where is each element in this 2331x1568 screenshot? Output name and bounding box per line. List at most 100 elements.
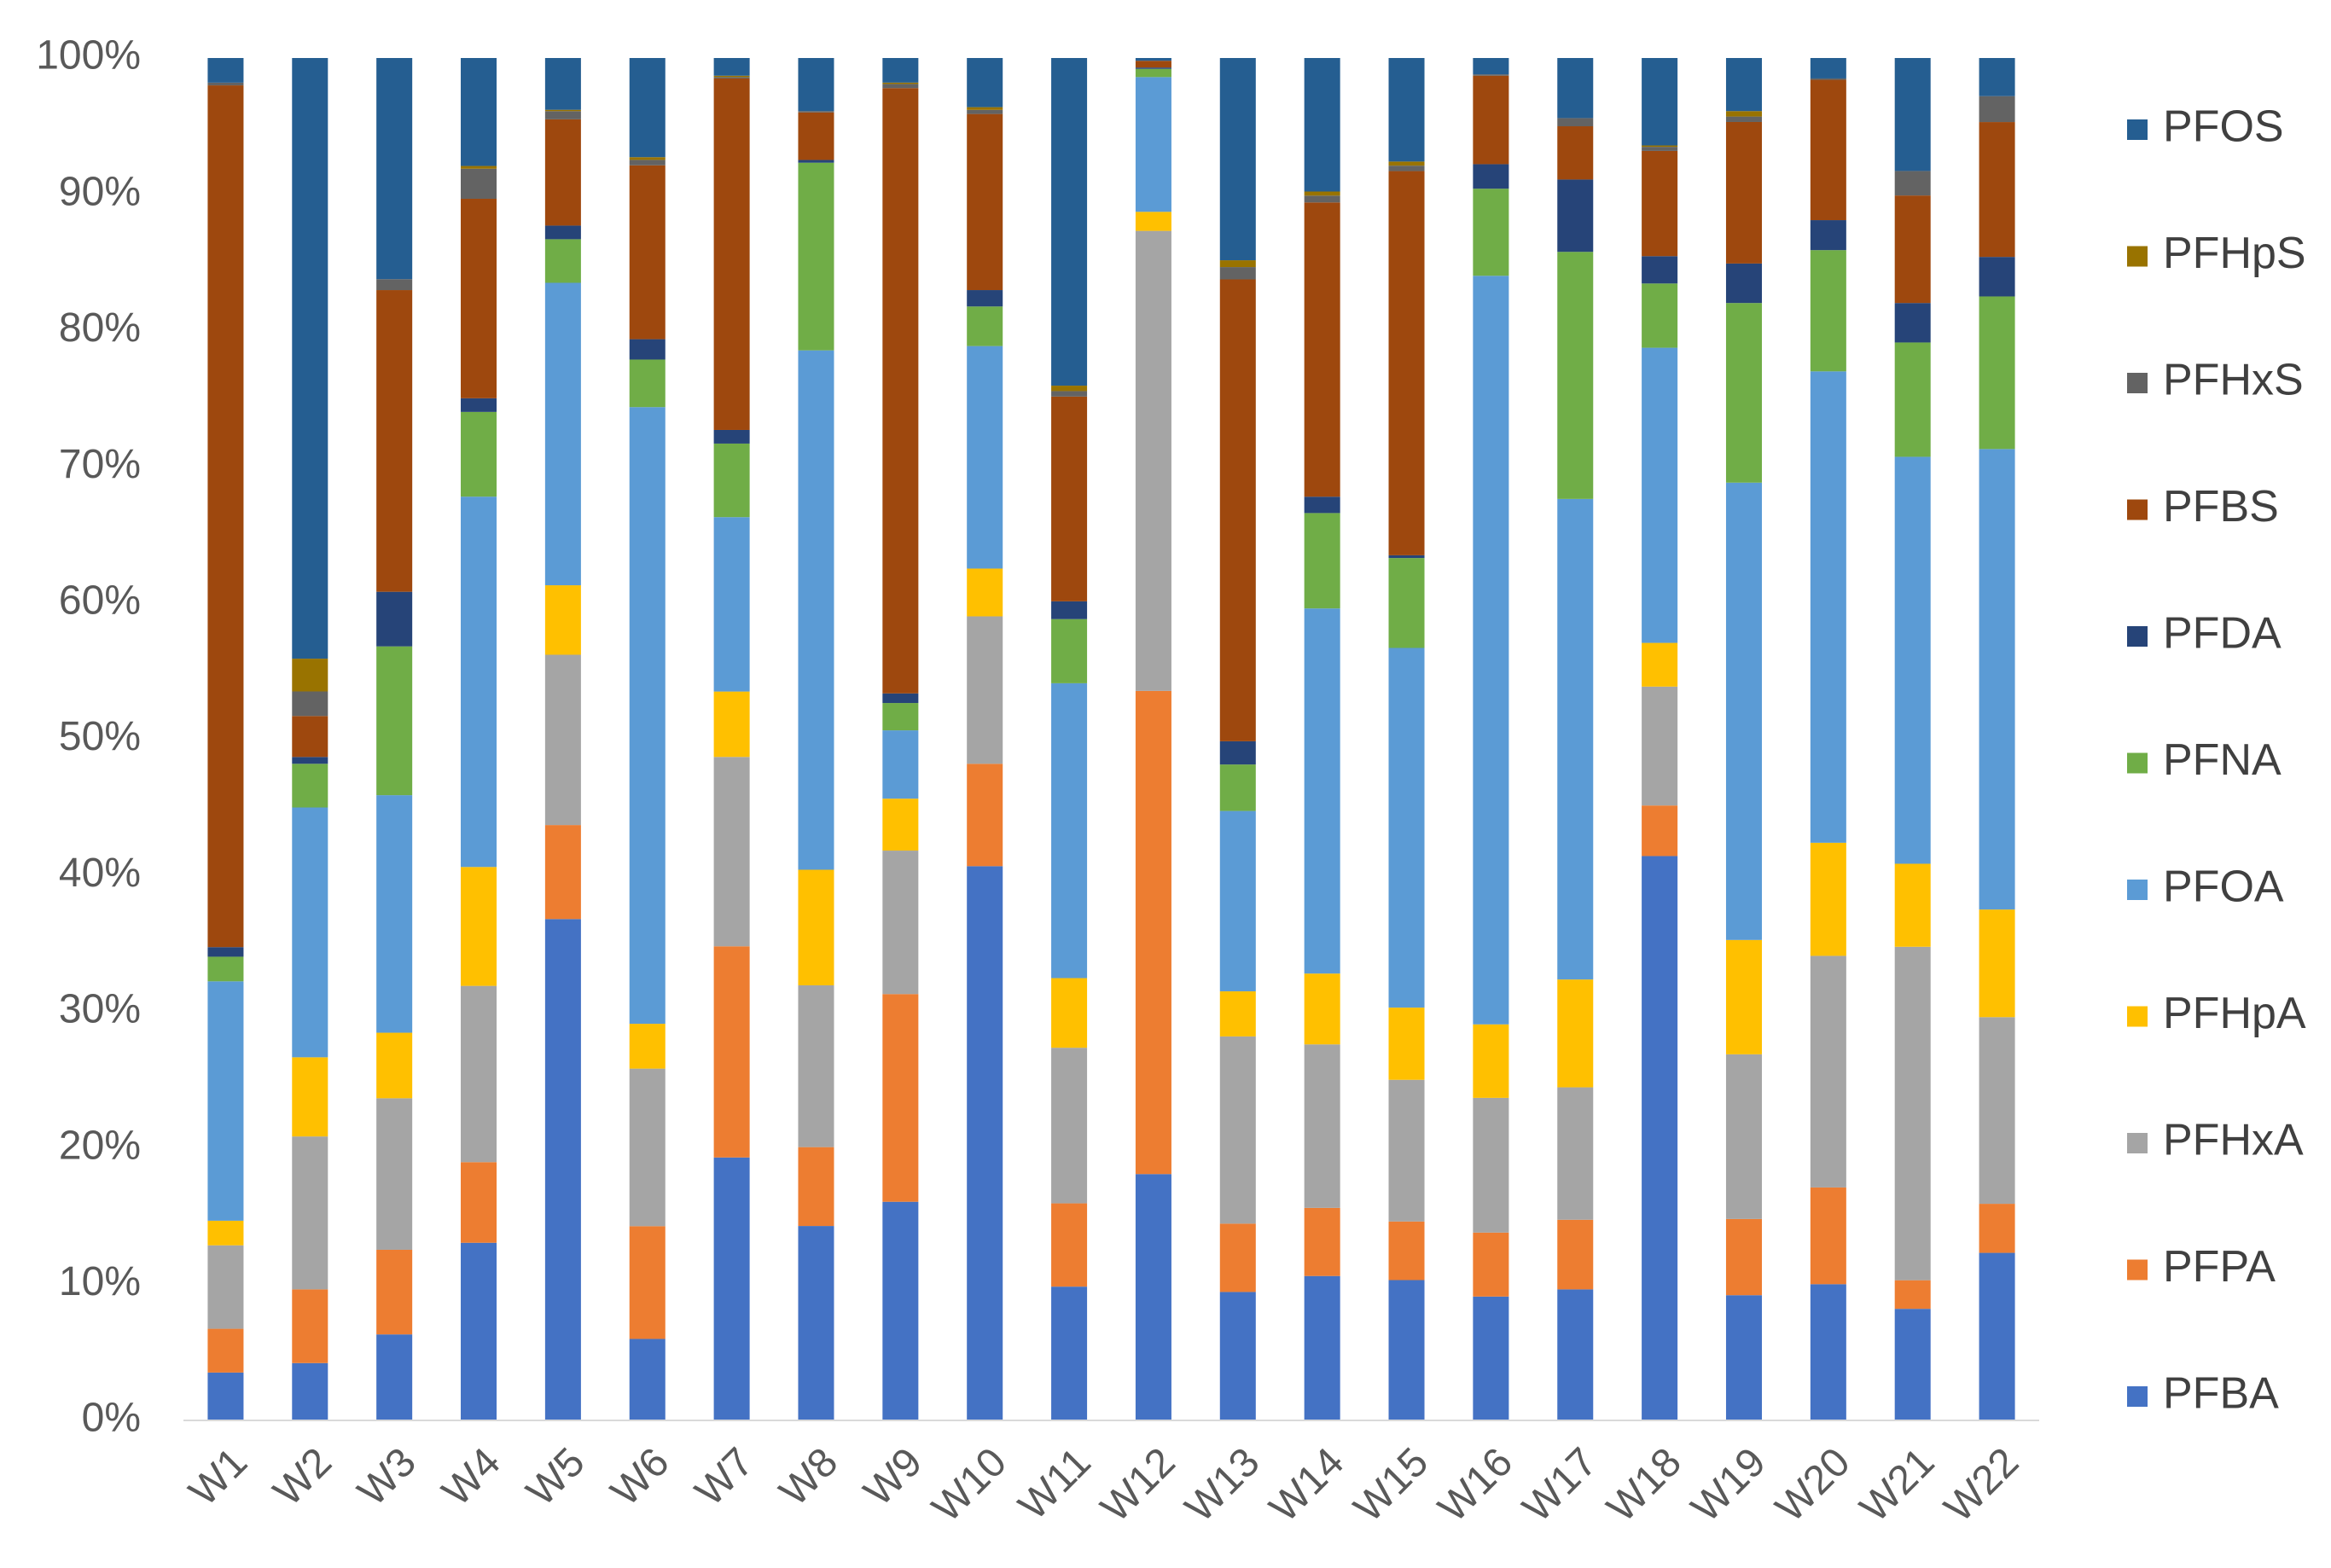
bar-segment-pfos — [1051, 58, 1088, 386]
bar-segment-pfba — [544, 919, 581, 1420]
bar-segment-pfhxs — [1642, 147, 1678, 151]
bar-segment-pfbs — [1725, 121, 1762, 264]
x-tick-label: W11 — [1010, 1439, 1100, 1529]
legend-item-pfoa: PFOA — [2127, 862, 2284, 912]
bar-segment-pfna — [1894, 342, 1931, 457]
x-tick-label: W15 — [1346, 1439, 1437, 1530]
bar-segment-pfoa — [882, 730, 919, 799]
bar-segment-pfpa — [967, 764, 1003, 867]
bar-segment-pfhxs — [1051, 391, 1088, 397]
bar-segment-pfos — [207, 58, 244, 83]
bar-segment-pfna — [1979, 296, 2015, 450]
bar-segment-pfoa — [1473, 276, 1509, 1025]
bar-segment-pfhxs — [1894, 171, 1931, 196]
bar-segment-pfhxa — [629, 1068, 666, 1227]
bar-segment-pfhps — [1304, 191, 1340, 196]
legend-label: PFDA — [2163, 609, 2282, 659]
bar-segment-pfbs — [461, 198, 497, 398]
bar-segment-pfba — [967, 866, 1003, 1420]
bar-segment-pfna — [1557, 252, 1594, 499]
bar-segment-pfbs — [629, 165, 666, 340]
legend-item-pfba: PFBA — [2127, 1369, 2279, 1419]
bar-segment-pfpa — [882, 994, 919, 1202]
bar-segment-pfoa — [967, 346, 1003, 569]
bar-segment-pfna — [1725, 303, 1762, 483]
bar-segment-pfba — [1135, 1174, 1171, 1420]
x-tick-label: W14 — [1261, 1439, 1352, 1530]
bar-stack-w16 — [1473, 58, 1509, 1420]
bar-segment-pfhxs — [544, 111, 581, 119]
bar-segment-pfna — [1135, 68, 1171, 78]
bar-segment-pfoa — [1219, 810, 1256, 992]
legend-swatch — [2127, 1006, 2148, 1027]
bar-segment-pfba — [1557, 1289, 1594, 1420]
bar-segment-pfna — [629, 359, 666, 408]
x-tick-label: W20 — [1767, 1439, 1858, 1530]
x-tick-label: W3 — [350, 1439, 425, 1514]
bar-segment-pfbs — [292, 716, 328, 758]
bar-segment-pfna — [1219, 764, 1256, 811]
bar-segment-pfhpa — [967, 568, 1003, 617]
bar-stack-w8 — [798, 58, 834, 1420]
bar-segment-pfhps — [1725, 111, 1762, 117]
legend-swatch — [2127, 373, 2148, 393]
bar-segment-pfhxa — [798, 984, 834, 1147]
bar-segment-pfba — [629, 1339, 666, 1420]
bar-segment-pfna — [461, 411, 497, 497]
bar-segment-pfhxa — [461, 985, 497, 1163]
bar-segment-pfhpa — [376, 1032, 413, 1099]
bar-segment-pfhxa — [1725, 1054, 1762, 1219]
bar-segment-pfna — [376, 646, 413, 796]
bar-segment-pfhxs — [1979, 96, 2015, 123]
bar-segment-pfhxs — [292, 691, 328, 717]
legend-label: PFBA — [2163, 1369, 2279, 1419]
legend-item-pfna: PFNA — [2127, 735, 2282, 785]
bar-segment-pfda — [713, 429, 750, 444]
bar-segment-pfhxs — [1388, 166, 1425, 171]
bar-segment-pfhps — [882, 82, 919, 84]
bar-segment-pfpa — [798, 1147, 834, 1227]
bar-segment-pfba — [713, 1157, 750, 1420]
bar-segment-pfos — [1473, 58, 1509, 75]
bar-segment-pfhxs — [629, 160, 666, 166]
bar-segment-pfoa — [207, 981, 244, 1221]
bar-segment-pfpa — [292, 1289, 328, 1363]
bar-segment-pfda — [1473, 164, 1509, 189]
bar-stack-w14 — [1304, 58, 1340, 1420]
bar-segment-pfda — [1557, 179, 1594, 253]
bar-segment-pfhpa — [1051, 978, 1088, 1048]
bar-segment-pfhxa — [1642, 686, 1678, 806]
bar-segment-pfhxa — [1557, 1087, 1594, 1220]
bar-segment-pfoa — [1894, 456, 1931, 864]
y-tick-label: 80% — [59, 305, 141, 351]
y-tick-label: 100% — [36, 33, 141, 78]
bar-segment-pfhxa — [376, 1098, 413, 1250]
bar-segment-pfhpa — [1642, 642, 1678, 687]
legend-label: PFOS — [2163, 102, 2284, 152]
bar-segment-pfos — [544, 58, 581, 110]
bar-segment-pfba — [292, 1362, 328, 1420]
bar-segment-pfos — [629, 58, 666, 158]
x-tick-label: W16 — [1430, 1439, 1521, 1530]
bar-segment-pfhxa — [1304, 1044, 1340, 1208]
bar-segment-pfhxa — [1810, 955, 1846, 1188]
bar-segment-pfba — [207, 1372, 244, 1420]
x-tick-label: W12 — [1092, 1439, 1183, 1530]
bar-segment-pfhxs — [882, 84, 919, 89]
bar-segment-pfhpa — [1894, 863, 1931, 947]
bar-segment-pfoa — [1810, 371, 1846, 843]
bar-segment-pfba — [1725, 1295, 1762, 1420]
bar-segment-pfhxs — [798, 111, 834, 113]
bar-segment-pfos — [1135, 58, 1171, 61]
bar-segment-pfhpa — [1219, 991, 1256, 1037]
legend-swatch — [2127, 626, 2148, 647]
bar-segment-pfhps — [292, 659, 328, 692]
bar-segment-pfpa — [1642, 805, 1678, 857]
bar-segment-pfpa — [461, 1162, 497, 1243]
bar-segment-pfhxa — [967, 616, 1003, 764]
y-tick-label: 0% — [82, 1396, 141, 1441]
bar-stack-w6 — [629, 58, 666, 1420]
x-tick-label: W21 — [1851, 1439, 1943, 1530]
bar-segment-pfhpa — [207, 1220, 244, 1246]
bar-stack-w18 — [1642, 58, 1678, 1420]
